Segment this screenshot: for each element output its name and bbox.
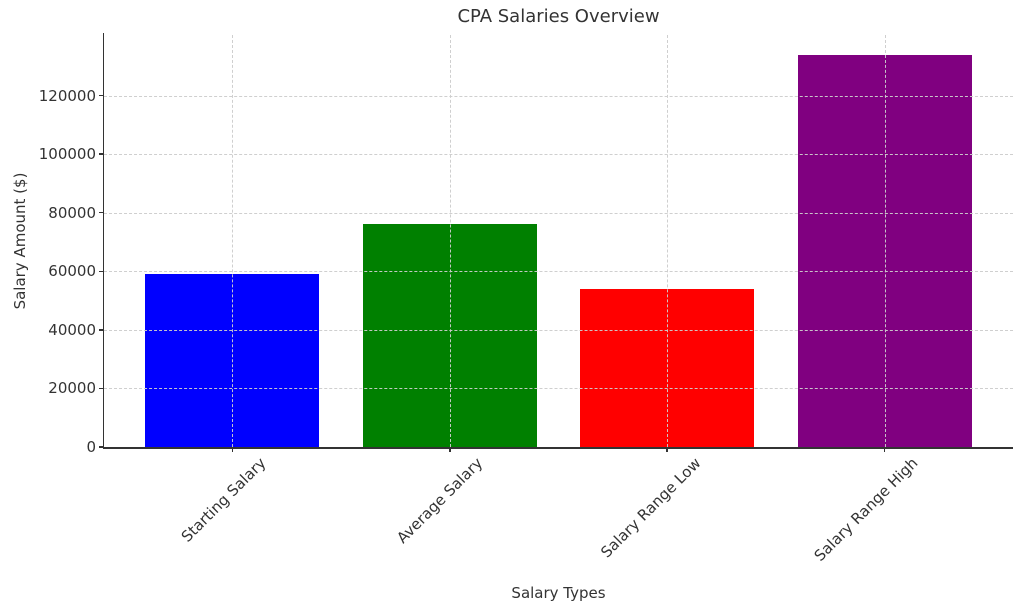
plot-area [102,33,1013,449]
x-tick-mark [231,448,234,452]
x-axis-label: Salary Types [511,584,606,602]
y-tick-label: 120000 [38,86,96,105]
gridline-horizontal [104,329,1013,331]
gridline-vertical [667,35,669,447]
gridline-vertical [884,35,886,447]
gridline-horizontal [104,212,1013,214]
gridline-horizontal [104,154,1013,156]
gridline-horizontal [104,271,1013,273]
x-tick-mark [666,448,668,452]
y-tick-mark [99,446,104,448]
gridline-vertical [232,35,234,447]
y-tick-mark [99,387,104,390]
x-axis-spine [102,447,1013,449]
gridline-vertical [449,35,451,447]
y-tick-mark [99,329,104,331]
y-tick-mark [99,211,104,214]
y-tick-label: 20000 [48,379,96,398]
y-tick-label: 80000 [48,203,96,222]
x-tick-label: Salary Range Low [596,454,704,562]
chart-title: CPA Salaries Overview [457,6,660,27]
x-tick-mark [449,448,451,452]
x-tick-label: Starting Salary [177,454,270,546]
y-tick-mark [99,270,104,273]
y-axis-spine [102,33,104,447]
y-tick-label: 60000 [48,262,96,281]
y-tick-mark [99,153,104,155]
x-tick-label: Average Salary [393,454,487,547]
y-axis-label: Salary Amount ($) [11,172,29,310]
gridline-horizontal [104,388,1013,390]
x-tick-label: Salary Range High [810,454,922,565]
y-tick-label: 100000 [38,145,96,164]
x-tick-mark [883,448,886,452]
y-tick-label: 0 [86,438,96,456]
y-tick-label: 40000 [48,320,96,339]
gridline-horizontal [104,95,1013,97]
y-tick-mark [99,94,104,97]
